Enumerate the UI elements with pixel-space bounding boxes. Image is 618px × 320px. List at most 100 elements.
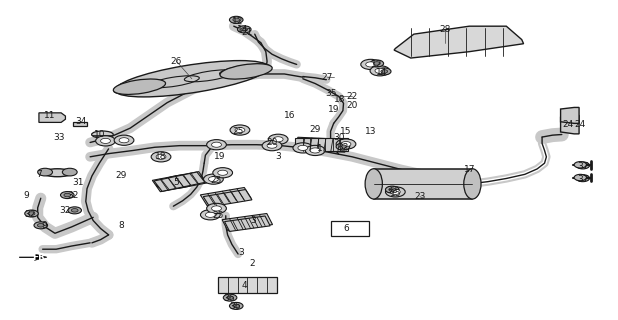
- Polygon shape: [295, 137, 347, 152]
- Circle shape: [71, 209, 78, 212]
- Circle shape: [576, 162, 590, 169]
- Polygon shape: [295, 138, 347, 151]
- Text: 36: 36: [223, 294, 235, 303]
- Polygon shape: [154, 172, 205, 191]
- Circle shape: [38, 168, 53, 176]
- Circle shape: [211, 142, 221, 147]
- Text: 29: 29: [310, 125, 321, 134]
- Circle shape: [386, 187, 405, 197]
- Ellipse shape: [156, 175, 203, 189]
- Circle shape: [237, 26, 251, 33]
- Text: 19: 19: [328, 105, 339, 114]
- Polygon shape: [561, 116, 579, 134]
- Circle shape: [310, 148, 320, 153]
- Text: 24: 24: [562, 120, 574, 130]
- Text: 17: 17: [464, 165, 475, 174]
- Circle shape: [62, 168, 77, 176]
- Text: 28: 28: [439, 25, 451, 34]
- Text: 4: 4: [242, 281, 247, 290]
- Text: 37: 37: [578, 162, 589, 171]
- Ellipse shape: [115, 60, 268, 97]
- Text: 3: 3: [275, 152, 281, 161]
- Polygon shape: [152, 172, 206, 192]
- Circle shape: [241, 28, 248, 31]
- Text: FR.: FR.: [33, 253, 49, 262]
- Text: 36: 36: [229, 302, 241, 311]
- Circle shape: [235, 127, 245, 132]
- Circle shape: [64, 193, 70, 197]
- Text: 9: 9: [23, 190, 30, 200]
- Text: 25: 25: [211, 176, 222, 185]
- Circle shape: [233, 304, 240, 308]
- Polygon shape: [224, 216, 270, 231]
- Circle shape: [229, 16, 243, 23]
- Text: 10: 10: [93, 130, 105, 139]
- Circle shape: [206, 203, 226, 213]
- Text: 25: 25: [232, 127, 243, 136]
- Text: 2: 2: [250, 259, 255, 268]
- Text: 15: 15: [341, 127, 352, 136]
- Circle shape: [223, 294, 237, 301]
- Text: 33: 33: [54, 133, 65, 142]
- Circle shape: [375, 68, 385, 73]
- Polygon shape: [218, 277, 277, 292]
- Ellipse shape: [464, 169, 481, 199]
- Circle shape: [37, 224, 44, 227]
- Circle shape: [203, 174, 223, 184]
- Text: 26: 26: [171, 57, 182, 66]
- Circle shape: [218, 170, 227, 175]
- Circle shape: [391, 189, 400, 195]
- Polygon shape: [331, 220, 370, 236]
- Text: 20: 20: [347, 101, 358, 110]
- Circle shape: [267, 143, 277, 148]
- Text: 7: 7: [36, 170, 42, 179]
- Polygon shape: [203, 189, 252, 207]
- Text: 3: 3: [251, 216, 256, 225]
- Circle shape: [273, 137, 283, 142]
- Text: 23: 23: [414, 192, 426, 201]
- Text: 12: 12: [371, 60, 383, 69]
- Text: 3: 3: [239, 248, 244, 257]
- Text: 35: 35: [325, 89, 336, 98]
- Circle shape: [101, 138, 111, 143]
- Polygon shape: [561, 108, 579, 123]
- Text: 18: 18: [334, 95, 345, 104]
- Text: 13: 13: [365, 127, 376, 136]
- Text: 24: 24: [575, 120, 586, 130]
- Circle shape: [156, 154, 166, 159]
- Text: 18: 18: [155, 152, 167, 161]
- Text: 19: 19: [214, 152, 226, 161]
- Text: 29: 29: [115, 172, 127, 180]
- Circle shape: [96, 136, 116, 146]
- Circle shape: [268, 134, 288, 144]
- Ellipse shape: [43, 169, 72, 177]
- Text: 25: 25: [212, 211, 224, 220]
- Circle shape: [361, 59, 381, 69]
- Text: 27: 27: [322, 73, 333, 82]
- Polygon shape: [19, 254, 47, 260]
- Circle shape: [205, 212, 215, 217]
- Circle shape: [336, 143, 350, 150]
- Circle shape: [61, 192, 74, 198]
- Text: 12: 12: [232, 17, 243, 26]
- Text: 34: 34: [75, 117, 87, 126]
- Circle shape: [208, 177, 218, 182]
- Circle shape: [200, 210, 220, 220]
- Circle shape: [336, 139, 356, 149]
- Circle shape: [370, 60, 384, 67]
- Ellipse shape: [365, 169, 383, 199]
- Circle shape: [574, 162, 586, 168]
- Text: 37: 37: [578, 175, 589, 184]
- Circle shape: [262, 140, 282, 151]
- Text: 22: 22: [347, 92, 358, 101]
- Polygon shape: [39, 113, 66, 123]
- Circle shape: [389, 188, 396, 191]
- Circle shape: [230, 125, 250, 135]
- Text: 20: 20: [266, 138, 277, 147]
- Circle shape: [370, 66, 390, 76]
- Circle shape: [119, 138, 129, 143]
- Text: 21: 21: [242, 28, 253, 37]
- Ellipse shape: [220, 64, 272, 79]
- Circle shape: [305, 145, 325, 156]
- Circle shape: [227, 296, 234, 300]
